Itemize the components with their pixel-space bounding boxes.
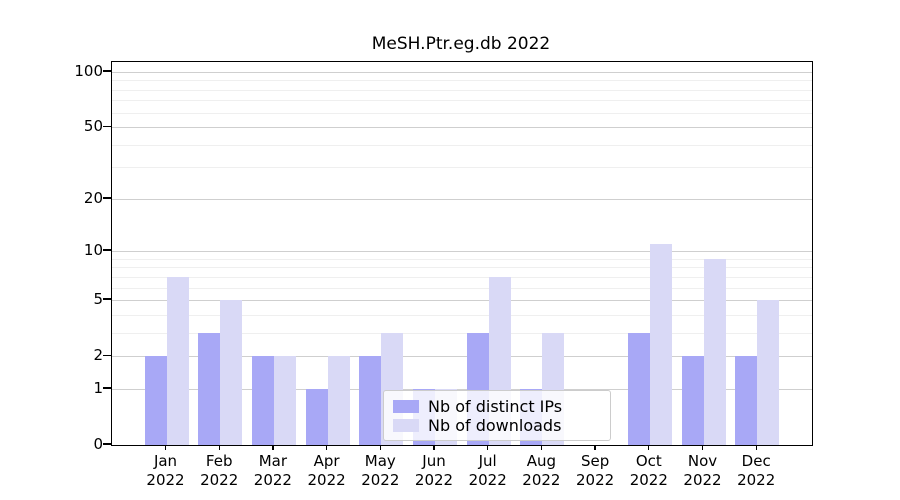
legend-swatch-distinct-ips-icon <box>393 399 419 413</box>
x-tick-label-year: 2022 <box>737 471 776 489</box>
y-tick-label: 100 <box>74 61 103 80</box>
y-tick-label: 20 <box>83 188 103 207</box>
minor-gridline <box>112 276 812 278</box>
y-axis-tick <box>103 354 111 356</box>
x-tick-label: Aug 2022 <box>509 452 573 490</box>
legend-item-downloads: Nb of downloads <box>393 415 601 435</box>
x-axis-tick <box>325 445 328 451</box>
minor-gridline <box>112 167 812 169</box>
x-tick-label: Sep 2022 <box>563 452 627 490</box>
bar-distinct-ips <box>305 388 328 445</box>
x-axis-tick <box>272 445 274 451</box>
bar-distinct-ips <box>627 332 650 445</box>
y-axis-tick <box>103 249 111 251</box>
minor-gridline <box>112 89 812 91</box>
chart-title: MeSH.Ptr.eg.db 2022 <box>371 34 551 54</box>
x-tick-label-year: 2022 <box>468 471 507 489</box>
y-tick-label: 5 <box>93 290 103 309</box>
x-axis-tick <box>701 445 704 451</box>
x-tick-label: Oct 2022 <box>617 452 681 490</box>
x-axis-tick <box>487 445 489 451</box>
y-tick-label: 10 <box>83 241 103 260</box>
y-axis-tick <box>103 125 111 127</box>
major-gridline <box>112 356 812 358</box>
x-tick-label: Nov 2022 <box>671 452 735 490</box>
y-axis-tick <box>103 298 111 300</box>
x-tick-label-year: 2022 <box>361 471 400 489</box>
minor-gridline <box>112 100 812 102</box>
x-tick-label: Jan 2022 <box>134 452 198 490</box>
x-tick-label-year: 2022 <box>146 471 185 489</box>
major-gridline <box>112 251 812 253</box>
y-tick-label: 50 <box>83 117 103 136</box>
bar-downloads <box>273 356 296 445</box>
bar-distinct-ips <box>251 356 274 445</box>
x-tick-label-year: 2022 <box>307 471 346 489</box>
x-tick-label-year: 2022 <box>629 471 668 489</box>
bar-downloads <box>703 258 726 445</box>
major-gridline <box>112 388 812 390</box>
x-axis-tick <box>648 445 650 451</box>
minor-gridline <box>112 258 812 260</box>
minor-gridline <box>112 112 812 114</box>
minor-gridline <box>112 144 812 146</box>
x-axis-tick <box>540 445 543 451</box>
y-axis-tick <box>103 197 111 199</box>
y-tick-label: 1 <box>93 378 103 397</box>
major-gridline <box>112 71 812 73</box>
major-gridline <box>112 300 812 302</box>
x-axis-tick <box>433 445 435 451</box>
bar-distinct-ips <box>681 356 704 445</box>
x-tick-label-year: 2022 <box>414 471 454 489</box>
x-tick-label: May 2022 <box>348 452 412 490</box>
bar-downloads <box>327 356 350 445</box>
minor-gridline <box>112 314 812 316</box>
x-tick-label: Feb 2022 <box>187 452 251 490</box>
x-tick-label: Jun 2022 <box>402 452 466 490</box>
y-axis-tick <box>103 387 111 389</box>
legend-label-downloads: Nb of downloads <box>428 415 562 435</box>
minor-gridline <box>112 80 812 82</box>
x-tick-label: Apr 2022 <box>295 452 359 490</box>
y-axis-tick <box>103 443 111 445</box>
bar-downloads <box>166 276 189 445</box>
x-tick-label-year: 2022 <box>683 471 722 489</box>
bar-downloads <box>757 300 780 445</box>
x-axis-tick <box>218 445 220 451</box>
minor-gridline <box>112 287 812 289</box>
bar-distinct-ips <box>359 356 382 445</box>
x-tick-label-year: 2022 <box>253 471 292 489</box>
major-gridline <box>112 127 812 129</box>
legend: Nb of distinct IPs Nb of downloads <box>383 390 611 441</box>
x-axis-tick <box>594 445 596 451</box>
x-axis-tick <box>379 445 381 451</box>
legend-label-distinct-ips: Nb of distinct IPs <box>428 396 563 416</box>
bar-distinct-ips <box>144 356 167 445</box>
legend-swatch-downloads-icon <box>393 418 419 432</box>
legend-item-distinct-ips: Nb of distinct IPs <box>393 396 601 416</box>
bar-downloads <box>220 300 243 445</box>
x-tick-label: Jul 2022 <box>456 452 520 490</box>
x-tick-label: Dec 2022 <box>724 452 788 490</box>
x-tick-label-year: 2022 <box>200 471 239 489</box>
x-axis-tick <box>755 445 757 451</box>
bar-distinct-ips <box>735 356 758 445</box>
major-gridline <box>112 198 812 200</box>
x-tick-label-year: 2022 <box>522 471 561 489</box>
x-tick-label: Mar 2022 <box>241 452 305 490</box>
y-tick-label: 2 <box>93 346 103 365</box>
minor-gridline <box>112 332 812 334</box>
x-tick-label-year: 2022 <box>576 471 615 489</box>
x-axis-tick <box>164 445 167 451</box>
bar-downloads <box>649 244 672 445</box>
plot-area <box>111 61 813 446</box>
y-tick-label: 0 <box>93 435 103 453</box>
y-axis-tick <box>103 70 111 72</box>
minor-gridline <box>112 267 812 269</box>
bar-distinct-ips <box>198 332 221 445</box>
